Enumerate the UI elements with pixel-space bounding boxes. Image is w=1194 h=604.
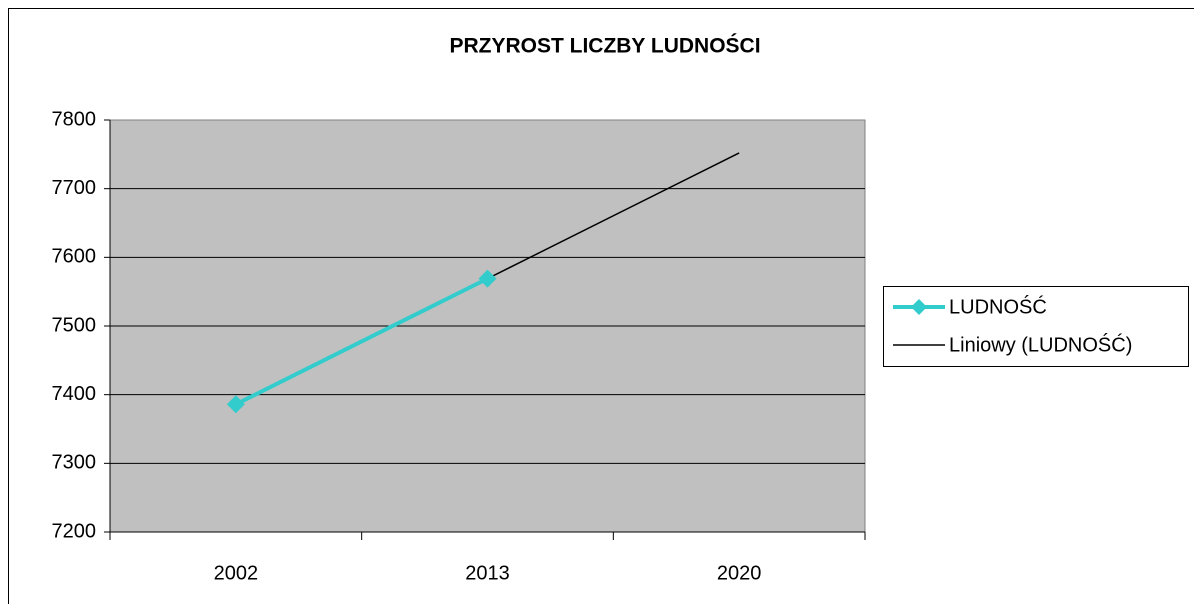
point-marker [478, 269, 497, 288]
y-tick-label: 7800 [52, 108, 97, 130]
y-tick-label: 7300 [52, 452, 97, 474]
x-tick-label: 2013 [465, 562, 510, 584]
y-tick-label: 7600 [52, 246, 97, 268]
chart-title: PRZYROST LICZBY LUDNOŚCI [449, 34, 760, 58]
y-tick-label: 7200 [52, 520, 97, 542]
x-tick-label: 2002 [214, 562, 259, 584]
legend-label: LUDNOŚĆ [949, 294, 1047, 318]
series-line [234, 276, 489, 407]
point-marker [226, 395, 245, 414]
legend-box [883, 286, 1189, 367]
y-tick-label: 7400 [52, 383, 97, 405]
legend-marker [911, 299, 927, 315]
y-tick-label: 7700 [52, 177, 97, 199]
y-tick-label: 7500 [52, 314, 97, 336]
x-tick-label: 2020 [717, 562, 762, 584]
legend-label: Liniowy (LUDNOŚĆ) [949, 332, 1132, 356]
